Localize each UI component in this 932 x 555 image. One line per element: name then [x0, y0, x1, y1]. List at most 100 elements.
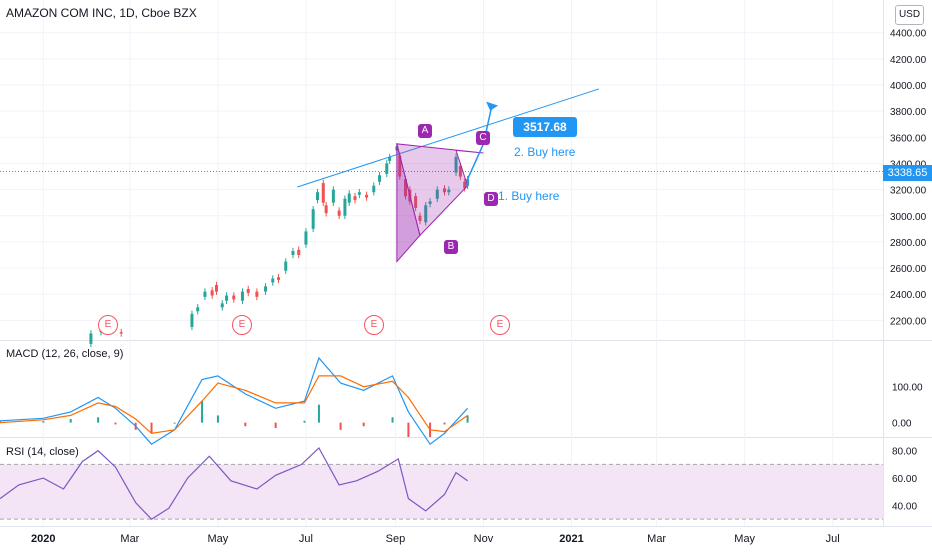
candle-body: [89, 333, 93, 344]
macd-line[interactable]: [0, 356, 469, 446]
candle[interactable]: [190, 310, 194, 331]
candle-body: [311, 209, 315, 229]
pattern-point-d[interactable]: D: [484, 192, 498, 206]
time-tick-label: Jul: [826, 533, 840, 545]
price-tick-label: 3200.00: [890, 186, 927, 197]
candle[interactable]: [424, 202, 428, 226]
earnings-marker[interactable]: E: [364, 315, 384, 335]
currency-button[interactable]: USD: [895, 5, 924, 25]
candle[interactable]: [357, 188, 361, 199]
candle[interactable]: [311, 205, 315, 233]
rsi-series[interactable]: [0, 447, 468, 520]
price-tick-label: 4200.00: [890, 55, 927, 66]
price-tick-label: 4000.00: [890, 81, 927, 92]
candle-body: [324, 205, 328, 214]
candle-body: [458, 166, 462, 177]
candle[interactable]: [246, 285, 250, 297]
candle[interactable]: [343, 195, 347, 220]
projection-arrow-head: [486, 101, 499, 111]
candle[interactable]: [196, 304, 200, 315]
candle-body: [284, 261, 288, 271]
macd-histogram-bar: [150, 422, 153, 434]
macd-histogram-bar: [97, 417, 100, 423]
macd-histogram-bar: [407, 422, 410, 437]
candle[interactable]: [277, 273, 281, 284]
pattern-point-a[interactable]: A: [418, 124, 432, 138]
buy-here-1-label[interactable]: 1. Buy here: [498, 189, 560, 203]
earnings-marker[interactable]: E: [490, 315, 510, 335]
price-tick-label: 3600.00: [890, 133, 927, 144]
candle[interactable]: [264, 283, 268, 295]
candle[interactable]: [324, 202, 328, 217]
candle[interactable]: [385, 160, 389, 178]
candle[interactable]: [232, 292, 236, 303]
candle[interactable]: [414, 192, 418, 212]
candle[interactable]: [315, 188, 319, 204]
candle[interactable]: [428, 198, 432, 208]
macd-label: MACD (12, 26, close, 9): [6, 348, 124, 360]
pattern-triangle-bcd[interactable]: [396, 143, 484, 237]
time-tick-label: 2021: [559, 533, 583, 545]
candle[interactable]: [378, 171, 382, 186]
candle[interactable]: [225, 292, 229, 305]
candle-body: [343, 198, 347, 216]
candle[interactable]: [337, 207, 341, 220]
candle[interactable]: [331, 186, 335, 206]
drawings[interactable]: [0, 88, 883, 263]
candle[interactable]: [372, 182, 376, 196]
candle[interactable]: [304, 228, 308, 248]
grid: [0, 0, 932, 527]
macd-histogram-bar: [362, 422, 365, 427]
candle[interactable]: [347, 190, 351, 206]
macd-histogram-bar: [466, 415, 469, 423]
macd-histogram-bar: [0, 420, 1, 423]
candle[interactable]: [353, 192, 357, 204]
macd-tick-label: 0.00: [892, 419, 912, 430]
candle-body: [428, 201, 432, 204]
candle[interactable]: [255, 288, 259, 301]
candle[interactable]: [203, 288, 207, 301]
candle[interactable]: [458, 162, 462, 180]
pattern-point-c[interactable]: C: [476, 131, 490, 145]
price-tick-label: 2600.00: [890, 264, 927, 275]
earnings-marker[interactable]: E: [98, 315, 118, 335]
candle[interactable]: [284, 258, 288, 274]
candle[interactable]: [271, 275, 275, 286]
candle[interactable]: [388, 153, 392, 165]
candle[interactable]: [297, 246, 301, 259]
candle[interactable]: [435, 186, 439, 203]
macd-signal-line[interactable]: [0, 375, 468, 435]
candle[interactable]: [89, 330, 93, 348]
candle[interactable]: [447, 186, 451, 196]
candle[interactable]: [418, 212, 422, 225]
price-tick-label: 3000.00: [890, 212, 927, 223]
trend-line[interactable]: [297, 88, 600, 188]
candle[interactable]: [442, 185, 446, 196]
projection-arrow[interactable]: [466, 104, 493, 186]
candle[interactable]: [220, 300, 224, 311]
candle-body: [271, 278, 275, 283]
macd-series[interactable]: [0, 356, 469, 446]
candle[interactable]: [321, 179, 325, 206]
candle[interactable]: [240, 288, 244, 305]
candle[interactable]: [119, 328, 123, 337]
time-tick-label: Nov: [474, 533, 494, 545]
candle[interactable]: [454, 153, 458, 176]
candle[interactable]: [214, 281, 218, 295]
target-price-label[interactable]: 3517.68: [513, 117, 577, 137]
candle-body: [225, 295, 229, 301]
price-tick-label: 2400.00: [890, 290, 927, 301]
pattern-point-b[interactable]: B: [444, 240, 458, 254]
buy-here-2-label[interactable]: 2. Buy here: [514, 145, 576, 159]
candle-body: [385, 163, 389, 174]
candle-body: [442, 188, 446, 193]
candle-body: [232, 295, 236, 300]
rsi-line[interactable]: [0, 447, 468, 520]
candle[interactable]: [365, 191, 369, 201]
candle-body: [378, 175, 382, 182]
candle[interactable]: [291, 247, 295, 259]
candle[interactable]: [210, 287, 214, 299]
earnings-marker[interactable]: E: [232, 315, 252, 335]
